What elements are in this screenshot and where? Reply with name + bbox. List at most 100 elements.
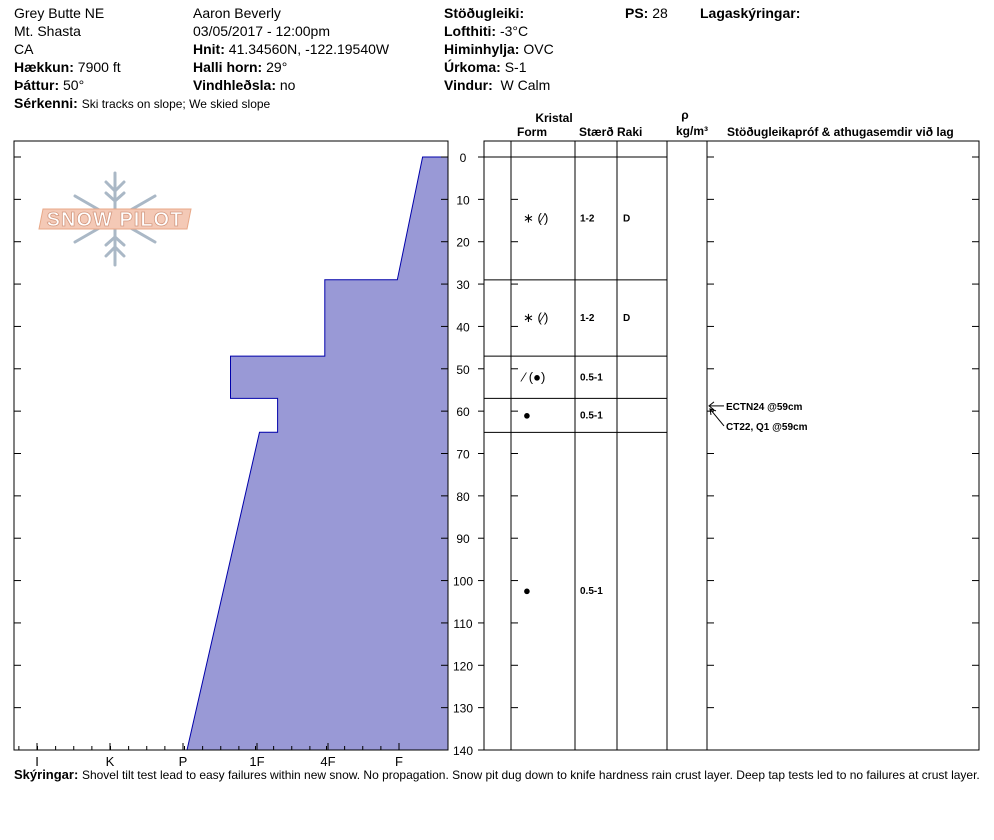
snowpilot-logo: SNOW PILOT — [38, 171, 192, 267]
depth-tick-label: 0 — [460, 151, 467, 165]
depth-tick-label: 100 — [453, 575, 473, 589]
stability-test-label: CT22, Q1 @59cm — [726, 422, 808, 433]
hardness-axis: I K P 1F 4F F — [18, 743, 403, 769]
test-arrow — [709, 408, 725, 427]
depth-tick-label: 110 — [453, 617, 472, 631]
layer-moisture: D — [623, 313, 630, 324]
layer-moisture: D — [623, 213, 630, 224]
stability-test-label: ECTN24 @59cm — [726, 402, 803, 413]
depth-tick-label: 30 — [456, 278, 470, 292]
sky-label: Himinhylja: — [444, 41, 520, 57]
depth-tick-label: 120 — [453, 659, 473, 673]
hardness-tick-label: P — [179, 754, 188, 769]
layer-form: ● — [523, 407, 531, 422]
observer: Aaron Beverly — [193, 5, 281, 21]
layer-size: 0.5-1 — [580, 586, 603, 597]
stability: Stöðugleiki: — [444, 4, 524, 22]
air-temperature: Lofthiti: -3°C — [444, 22, 528, 40]
wind-label: Vindur: — [444, 77, 493, 93]
elevation-value: 7900 ft — [77, 59, 121, 75]
depth-tick-label: 10 — [456, 193, 470, 207]
header-crystal: Kristal — [535, 111, 572, 125]
wind-loading-value: no — [279, 77, 296, 93]
slope-value: 29° — [266, 59, 288, 75]
sky-value: OVC — [523, 41, 554, 57]
stability-tests: ECTN24 @59cm CT22, Q1 @59cm — [708, 401, 808, 433]
wind-loading-label: Vindhleðsla: — [193, 77, 276, 93]
features-value: Ski tracks on slope; We skied slope — [81, 97, 271, 111]
slope-label: Halli horn: — [193, 59, 263, 75]
hardness-area-fill — [186, 156, 449, 751]
test-arrowhead — [709, 408, 717, 415]
hardness-tick-label: K — [106, 754, 115, 769]
notes-label: Skýringar: — [14, 767, 79, 782]
hardness-plot-frame — [13, 140, 449, 751]
depth-tick-label: 70 — [456, 448, 470, 462]
layer-form: ● — [523, 583, 531, 598]
header-density-unit: kg/m³ — [676, 124, 708, 138]
test-arrowhead — [708, 401, 715, 411]
ps-label: PS: — [625, 5, 649, 21]
aspect: Þáttur: 50° — [14, 76, 84, 94]
wind-value: W Calm — [500, 77, 551, 93]
depth-tick-label: 50 — [456, 363, 470, 377]
hardness-tick-label: 4F — [320, 754, 335, 769]
table-depth-ticks — [511, 156, 979, 751]
hardness-tick-label: 1F — [249, 754, 264, 769]
wind: Vindur: W Calm — [444, 76, 550, 94]
features: Sérkenni: Ski tracks on slope; We skied … — [14, 94, 270, 113]
depth-tick-label: 130 — [453, 702, 473, 716]
layer-size: 1-2 — [580, 213, 595, 224]
depth-tick-label: 140 — [453, 744, 473, 758]
aspect-label: Þáttur: — [14, 77, 60, 93]
depth-tick-label: 80 — [456, 490, 470, 504]
hardness-tick-label: F — [395, 754, 403, 769]
coords-label: Hnit: — [193, 41, 225, 57]
layer-form: ⁄ (●) — [520, 369, 545, 384]
stability-label: Stöðugleiki: — [444, 5, 525, 21]
depth-tick-label: 40 — [456, 320, 470, 334]
table-headers: Kristal Form Stærð Raki ρ kg/m³ Stöðugle… — [517, 108, 954, 139]
air-temp-value: -3°C — [499, 23, 529, 39]
sky-cover: Himinhylja: OVC — [444, 40, 554, 58]
header-size: Stærð — [579, 125, 614, 139]
layer-table — [483, 140, 980, 751]
air-temp-label: Lofthiti: — [444, 23, 497, 39]
header-tests: Stöðugleikapróf & athugasemdir við lag — [727, 125, 954, 139]
hardness-tick-label: I — [35, 754, 39, 769]
layer-size: 1-2 — [580, 313, 595, 324]
layer-rows: ∗ (⁄) 1-2 D ∗ (⁄) 1-2 D ⁄ (●) 0.5-1 ● 0.5-1 ● 0.5-1 — [520, 210, 630, 598]
precipitation: Úrkoma: S-1 — [444, 58, 526, 76]
precip-label: Úrkoma: — [444, 59, 501, 75]
elevation-label: Hækkun: — [14, 59, 74, 75]
layer-form: ∗ (⁄) — [523, 210, 548, 225]
layer-size: 0.5-1 — [580, 410, 603, 421]
features-label: Sérkenni: — [14, 95, 78, 111]
location-name: Grey Butte NE — [14, 5, 105, 21]
header-moisture: Raki — [617, 125, 642, 139]
depth-axis: 0 10 20 30 40 50 60 70 80 90 100 110 120 130 140 — [14, 151, 484, 758]
precip-value: S-1 — [504, 59, 527, 75]
hardness-profile — [186, 156, 449, 751]
penetration-ski: PS: 28 — [625, 4, 668, 22]
slope-angle: Halli horn: 29° — [193, 58, 287, 76]
layer-form: ∗ (⁄) — [523, 310, 548, 325]
notes-value: Shovel tilt test lead to easy failures w… — [81, 768, 980, 782]
ps-value: 28 — [652, 5, 668, 21]
coordinates: Hnit: 41.34560N, -122.19540W — [193, 40, 389, 58]
header-form: Form — [517, 125, 547, 139]
notes: Skýringar: Shovel tilt test lead to easy… — [14, 766, 980, 784]
depth-tick-label: 90 — [456, 532, 470, 546]
layer-size: 0.5-1 — [580, 372, 603, 383]
logo-text: SNOW PILOT — [47, 209, 184, 231]
depth-tick-label: 20 — [456, 236, 470, 250]
aspect-value: 50° — [63, 77, 85, 93]
region: Mt. Shasta — [14, 23, 81, 39]
coords-value: 41.34560N, -122.19540W — [228, 41, 390, 57]
elevation: Hækkun: 7900 ft — [14, 58, 121, 76]
wind-loading: Vindhleðsla: no — [193, 76, 295, 94]
header-rho: ρ — [681, 108, 688, 122]
state: CA — [14, 41, 34, 57]
datetime: 03/05/2017 - 12:00pm — [193, 23, 330, 39]
